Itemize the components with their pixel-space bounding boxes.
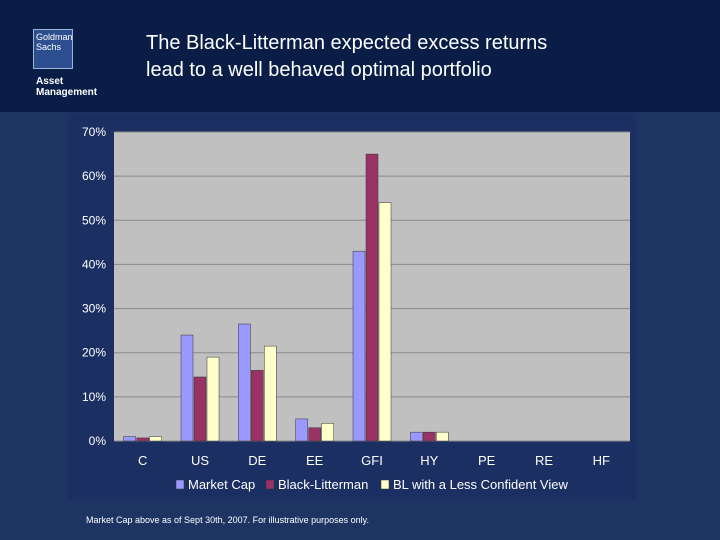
bar-market-cap-c [123, 436, 136, 442]
legend-swatch [175, 479, 185, 490]
bar-market-cap-us [180, 334, 194, 442]
bar-black-litterman-hy [423, 431, 436, 442]
y-tick-label: 60% [82, 169, 106, 183]
y-tick-label: 0% [89, 434, 107, 448]
x-tick-label: EE [306, 453, 324, 468]
bar-bl-with-a-less-confident-view-ee [321, 423, 334, 442]
y-tick-label: 40% [82, 257, 106, 271]
bar-black-litterman-gfi [365, 153, 379, 442]
x-tick-label: RE [535, 453, 553, 468]
bar-bl-with-a-less-confident-view-us [206, 356, 220, 442]
y-tick-label: 10% [82, 390, 106, 404]
bar-black-litterman-us [193, 376, 207, 442]
bar-bl-with-a-less-confident-view-hy [436, 431, 449, 442]
bar-chart: 0% 10% 20% 30% 40% 50% 60% 70% C US DE EE GFI HY PE RE H… [82, 125, 630, 492]
slide-title: The Black-Litterman expected excess retu… [146, 30, 666, 84]
y-tick-label: 20% [82, 346, 106, 360]
goldman-sachs-logo: Goldman Sachs [33, 29, 73, 69]
y-tick-label: 30% [82, 302, 106, 316]
bar-black-litterman-de [251, 370, 264, 442]
bar-bl-with-a-less-confident-view-de [264, 345, 277, 442]
bar-market-cap-de [238, 323, 251, 442]
chart-panel: 0% 10% 20% 30% 40% 50% 60% 70% C US DE EE GFI HY PE RE H… [68, 113, 636, 499]
bar-black-litterman-ee [308, 427, 321, 442]
bar-market-cap-hy [410, 431, 423, 442]
bar-market-cap-gfi [352, 250, 366, 442]
x-tick-label: PE [478, 453, 496, 468]
x-tick-label: HF [593, 453, 610, 468]
x-tick-label: C [138, 453, 147, 468]
title-line-2: lead to a well behaved optimal portfolio [146, 59, 492, 81]
bar-bl-with-a-less-confident-view-c [149, 436, 162, 442]
legend-label: Black-Litterman [278, 477, 368, 492]
legend-label: Market Cap [188, 477, 255, 492]
y-tick-label: 50% [82, 213, 106, 227]
logo-line-2: Sachs [36, 42, 62, 52]
bar-market-cap-ee [295, 418, 308, 442]
bar-bl-with-a-less-confident-view-gfi [378, 202, 392, 442]
logo-sub-line-1: Asset [36, 76, 64, 87]
logo-sub-line-2: Management [36, 87, 98, 98]
logo-line-1: Goldman [36, 32, 73, 42]
x-tick-label: US [191, 453, 209, 468]
legend-swatch [380, 479, 390, 490]
header-band: Goldman Sachs Asset Management The Black… [0, 0, 720, 112]
y-tick-label: 70% [82, 125, 106, 139]
x-tick-label: HY [420, 453, 438, 468]
x-tick-label: GFI [361, 453, 383, 468]
x-tick-label: DE [248, 453, 266, 468]
footnote: Market Cap above as of Sept 30th, 2007. … [86, 515, 369, 525]
title-line-1: The Black-Litterman expected excess retu… [146, 32, 548, 54]
legend-label: BL with a Less Confident View [393, 477, 568, 492]
bar-black-litterman-c [136, 437, 149, 442]
logo-subtitle: Asset Management [36, 76, 97, 98]
legend-swatch [265, 479, 275, 490]
